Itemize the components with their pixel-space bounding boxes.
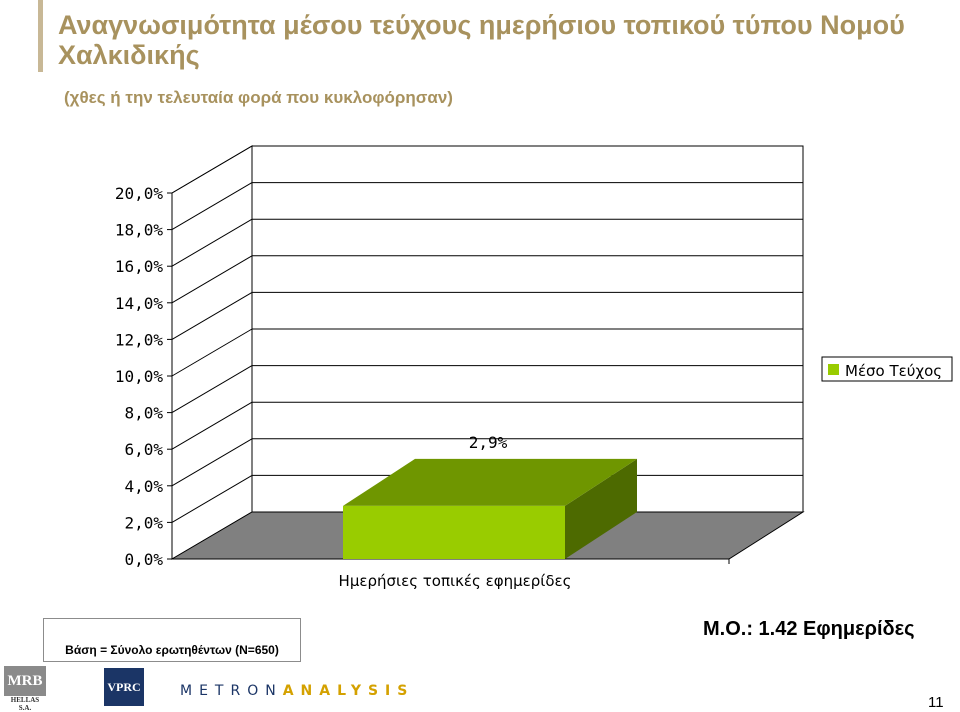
vprc-logo: VPRC [104, 668, 144, 706]
y-tick-label: 14,0% [115, 294, 164, 313]
gridline-side [171, 474, 253, 523]
title-accent-bar [38, 0, 43, 72]
gridline-side [171, 255, 253, 304]
y-tick-label: 4,0% [124, 477, 163, 496]
legend-box [821, 356, 953, 382]
mrb-logo-sub: HELLAS S.A. [10, 696, 40, 712]
y-tick-label: 12,0% [115, 330, 164, 349]
base-note: Βάση = Σύνολο ερωτηθέντων (N=650) [43, 618, 301, 662]
legend-label: Μέσο Τεύχος [845, 362, 942, 380]
bar-side-face [565, 458, 637, 559]
y-tick-label: 16,0% [115, 257, 164, 276]
metron-analysis-logo: METRONANALYSIS [180, 683, 414, 699]
page-number: 11 [928, 694, 944, 711]
y-tick-label: 10,0% [115, 367, 164, 386]
gridline-side [171, 291, 253, 340]
data-label: 2,9% [469, 433, 508, 452]
legend-swatch [828, 364, 839, 375]
slide-title: Αναγνωσιμότητα μέσου τεύχους ημερήσιου τ… [58, 10, 905, 70]
gridline-side [171, 438, 253, 487]
gridline-side [171, 145, 253, 194]
bar-ημερήσιες-τοπικές [343, 505, 565, 559]
metron-analysis-word: ANALYSIS [282, 683, 415, 699]
metron-word: METRON [180, 683, 283, 699]
mean-note: Μ.Ο.: 1.42 Εφημερίδες [703, 618, 915, 640]
slide-subtitle: (χθες ή την τελευταία φορά που κυκλοφόρη… [64, 88, 453, 107]
bar-chart: 0,0% 2,0% 4,0% 6,0% 8,0% 10,0% 12,0% 14,0% 16,0%… [115, 145, 953, 590]
x-category-label: Ημερήσιες τοπικές εφημερίδες [339, 572, 572, 590]
mrb-logo-mark: MRB [4, 666, 46, 696]
gridline-side [171, 365, 253, 414]
bar-top-face [343, 458, 637, 506]
y-tick-label: 8,0% [124, 404, 163, 423]
gridline-side [171, 328, 253, 377]
y-tick-label: 18,0% [115, 221, 164, 240]
y-tick-label: 20,0% [115, 184, 164, 203]
y-tick-label: 0,0% [124, 550, 163, 569]
y-tick-label: 2,0% [124, 513, 163, 532]
gridline-side [171, 218, 253, 267]
gridline-side [171, 182, 253, 231]
gridline-side [171, 401, 253, 450]
mrb-logo: MRB HELLAS S.A. [4, 666, 46, 712]
y-tick-label: 6,0% [124, 440, 163, 459]
